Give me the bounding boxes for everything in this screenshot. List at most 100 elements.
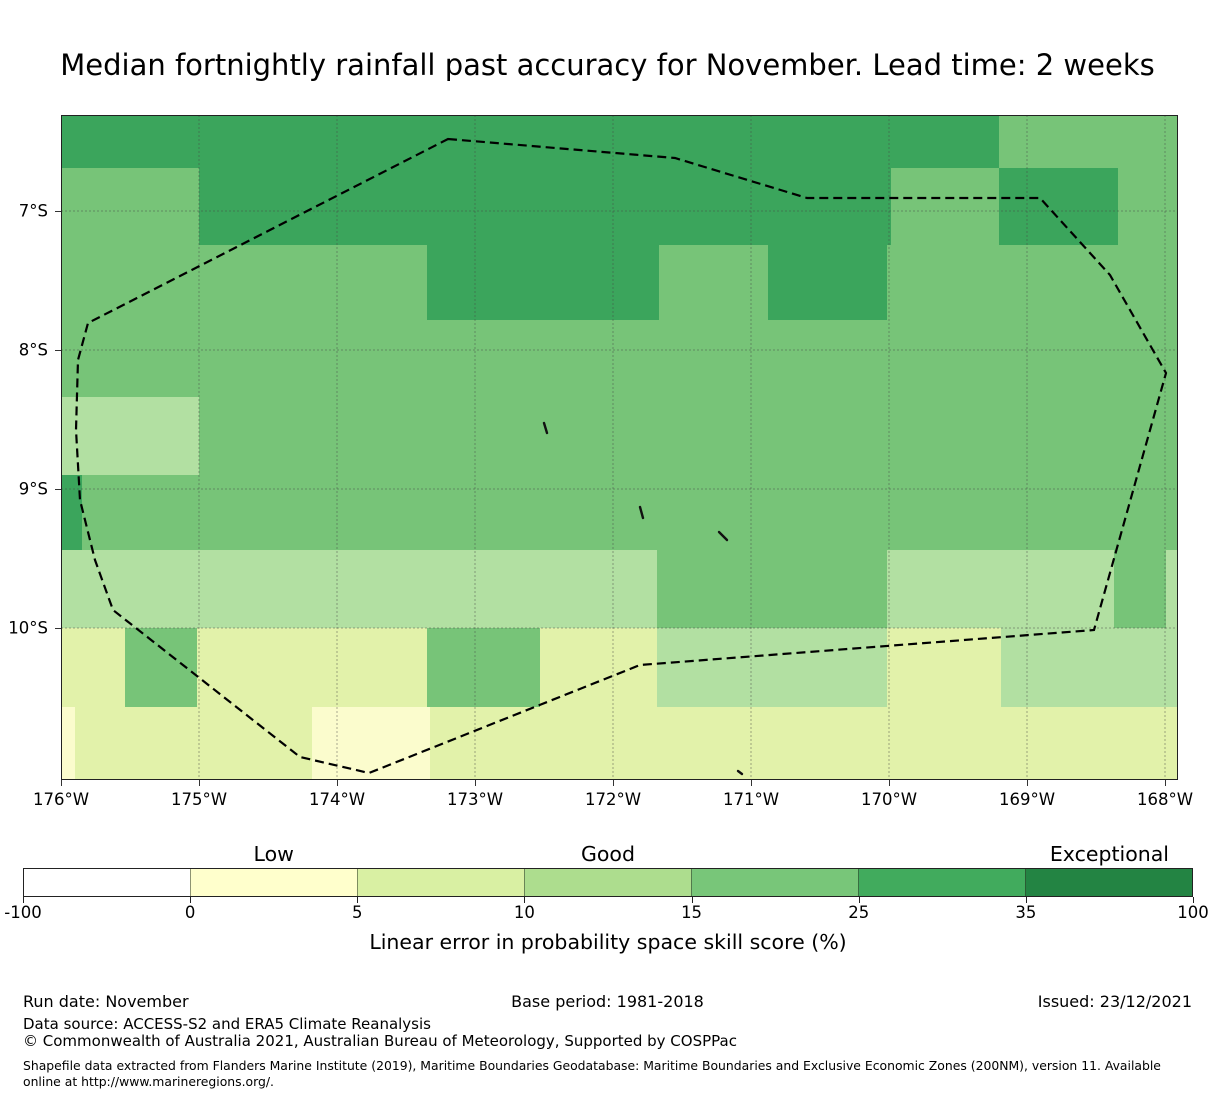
x-tick-label: 172°W [584, 790, 642, 809]
skill-cell [540, 628, 657, 707]
y-tick-label: 10°S [8, 618, 48, 638]
base-period-text: Base period: 1981-2018 [511, 992, 704, 1011]
skill-cell [887, 245, 1178, 320]
x-tickmark [475, 780, 476, 786]
skill-cell [61, 115, 999, 168]
x-tickmark [337, 780, 338, 786]
skill-cell [999, 168, 1118, 245]
skill-map [61, 115, 1178, 780]
skill-cell [657, 550, 887, 628]
y-tickmark [55, 628, 61, 629]
colorbar-tickmark [524, 897, 526, 903]
run-date-text: Run date: November [23, 992, 189, 1011]
colorbar-tick-label: -100 [4, 903, 42, 922]
skill-cell [61, 245, 427, 320]
colorbar-segment [24, 869, 190, 896]
x-tickmark [199, 780, 200, 786]
x-tick-label: 174°W [308, 790, 366, 809]
skill-cell [887, 550, 1114, 628]
colorbar-segment [190, 869, 357, 896]
skill-cell [1001, 628, 1178, 707]
island-mark [736, 769, 744, 776]
skill-cell [82, 475, 1178, 550]
skill-cell [61, 628, 125, 707]
shapefile-note-text: Shapefile data extracted from Flanders M… [23, 1058, 1161, 1089]
map-canvas [61, 115, 1178, 780]
y-tickmark [55, 211, 61, 212]
colorbar-segment [691, 869, 858, 896]
skill-cell [887, 628, 1001, 707]
skill-cell [75, 707, 312, 780]
skill-cell [61, 320, 1178, 397]
colorbar-tick-label: 35 [1015, 903, 1037, 922]
x-tickmark [889, 780, 890, 786]
colorbar [23, 868, 1193, 897]
colorbar-tickmark [23, 897, 24, 903]
y-tick-label: 9°S [18, 479, 48, 499]
skill-cell [61, 397, 199, 475]
x-tick-label: 175°W [170, 790, 228, 809]
colorbar-axis-label: Linear error in probability space skill … [369, 930, 847, 954]
colorbar-segment [1025, 869, 1192, 896]
skill-category-label: Exceptional [1049, 842, 1169, 866]
colorbar-tickmark [357, 897, 359, 903]
skill-cell [199, 168, 891, 245]
x-tick-label: 173°W [446, 790, 504, 809]
colorbar-tickmark [1025, 897, 1027, 903]
data-source-text: Data source: ACCESS-S2 and ERA5 Climate … [23, 1015, 431, 1033]
skill-cell [1118, 168, 1178, 245]
skill-cell [1166, 550, 1178, 628]
skill-cell [427, 245, 659, 320]
skill-cell [61, 168, 199, 245]
skill-cell [61, 475, 82, 550]
colorbar-tick-label: 10 [513, 903, 535, 922]
skill-category-label: Good [581, 842, 635, 866]
x-tick-label: 168°W [1136, 790, 1194, 809]
x-tickmark [613, 780, 614, 786]
skill-cell [430, 707, 1178, 780]
skill-cell [312, 707, 430, 780]
copyright-text: © Commonwealth of Australia 2021, Austra… [23, 1032, 737, 1050]
island-mark [717, 530, 729, 542]
skill-cell [199, 397, 1178, 475]
chart-title: Median fortnightly rainfall past accurac… [60, 48, 1155, 82]
x-tickmark [1165, 780, 1166, 786]
y-tick-label: 8°S [18, 340, 48, 360]
y-tickmark [55, 489, 61, 490]
y-tickmark [55, 350, 61, 351]
colorbar-segment [858, 869, 1025, 896]
colorbar-segment [524, 869, 691, 896]
eez-boundary-line [74, 137, 1168, 775]
colorbar-tick-label: 5 [352, 903, 363, 922]
colorbar-tick-label: 0 [184, 903, 196, 922]
island-mark [638, 505, 645, 520]
skill-cell [427, 628, 540, 707]
y-tick-label: 7°S [18, 201, 48, 221]
x-tick-label: 171°W [722, 790, 780, 809]
colorbar-tick-label: 15 [681, 903, 703, 922]
skill-cell [891, 168, 999, 245]
skill-category-label: Low [253, 842, 294, 866]
x-tick-label: 169°W [998, 790, 1056, 809]
skill-cell [657, 628, 887, 707]
colorbar-segment [357, 869, 524, 896]
island-mark [542, 421, 549, 435]
colorbar-tick-label: 100 [1177, 903, 1209, 922]
colorbar-tickmark [190, 897, 192, 903]
skill-cell [768, 245, 887, 320]
issued-date-text: Issued: 23/12/2021 [1037, 992, 1192, 1011]
x-tick-label: 170°W [860, 790, 918, 809]
x-tickmark [1027, 780, 1028, 786]
x-tickmark [61, 780, 62, 786]
colorbar-tickmark [691, 897, 693, 903]
skill-cell [61, 550, 657, 628]
colorbar-tickmark [858, 897, 860, 903]
x-tickmark [751, 780, 752, 786]
x-tick-label: 176°W [32, 790, 90, 809]
skill-cell [999, 115, 1178, 168]
map-border [61, 115, 1178, 780]
skill-cell [659, 245, 768, 320]
skill-cell [1114, 550, 1166, 628]
skill-cell [197, 628, 427, 707]
